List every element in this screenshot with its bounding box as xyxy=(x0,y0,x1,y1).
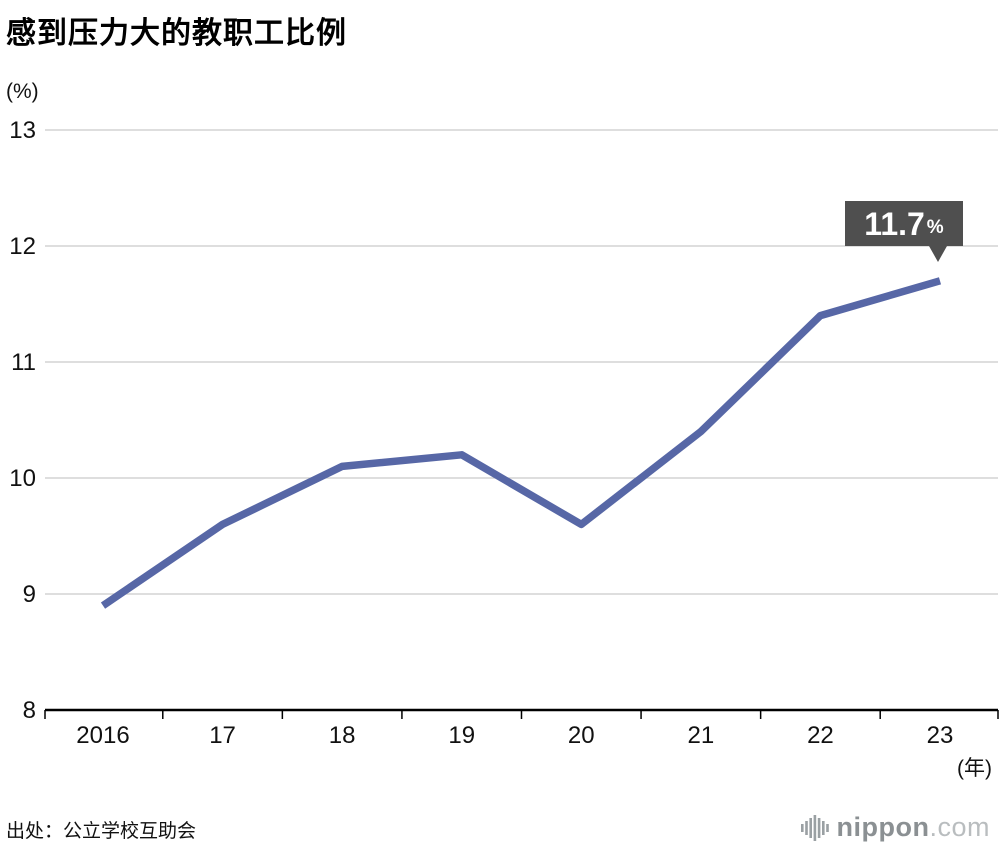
y-tick-label: 10 xyxy=(9,465,36,492)
x-tick-label: 23 xyxy=(927,722,954,749)
x-tick-label: 2016 xyxy=(76,722,129,749)
x-tick-label: 17 xyxy=(209,722,236,749)
callout-value: 11.7 xyxy=(864,205,925,242)
x-tick-label: 20 xyxy=(568,722,595,749)
data-label-callout: 11.7 % xyxy=(845,201,963,262)
x-tick-label: 21 xyxy=(687,722,714,749)
logo-wordmark: nippon.com xyxy=(837,812,990,843)
nippon-logo: nippon.com xyxy=(800,812,990,843)
x-tick-label: 18 xyxy=(329,722,356,749)
soundwave-bars-icon xyxy=(800,814,829,841)
logo-brand: nippon xyxy=(836,812,930,842)
y-tick-label: 11 xyxy=(11,349,36,376)
y-tick-label: 13 xyxy=(9,117,36,144)
y-tick-label: 12 xyxy=(9,233,36,260)
y-tick-label: 9 xyxy=(23,581,36,608)
y-axis-unit-label: (%) xyxy=(6,80,39,103)
callout-tail-pointer xyxy=(929,246,947,262)
y-tick-label: 8 xyxy=(23,697,36,724)
x-axis-unit-label: (年) xyxy=(957,757,992,780)
chart-title: 感到压力大的教职工比例 xyxy=(6,17,347,50)
callout-unit: % xyxy=(926,217,944,238)
x-tick-label: 22 xyxy=(807,722,834,749)
logo-tld: .com xyxy=(929,812,990,842)
source-note: 出处：公立学校互助会 xyxy=(6,821,197,842)
x-tick-label: 19 xyxy=(448,722,475,749)
data-line xyxy=(100,277,942,609)
